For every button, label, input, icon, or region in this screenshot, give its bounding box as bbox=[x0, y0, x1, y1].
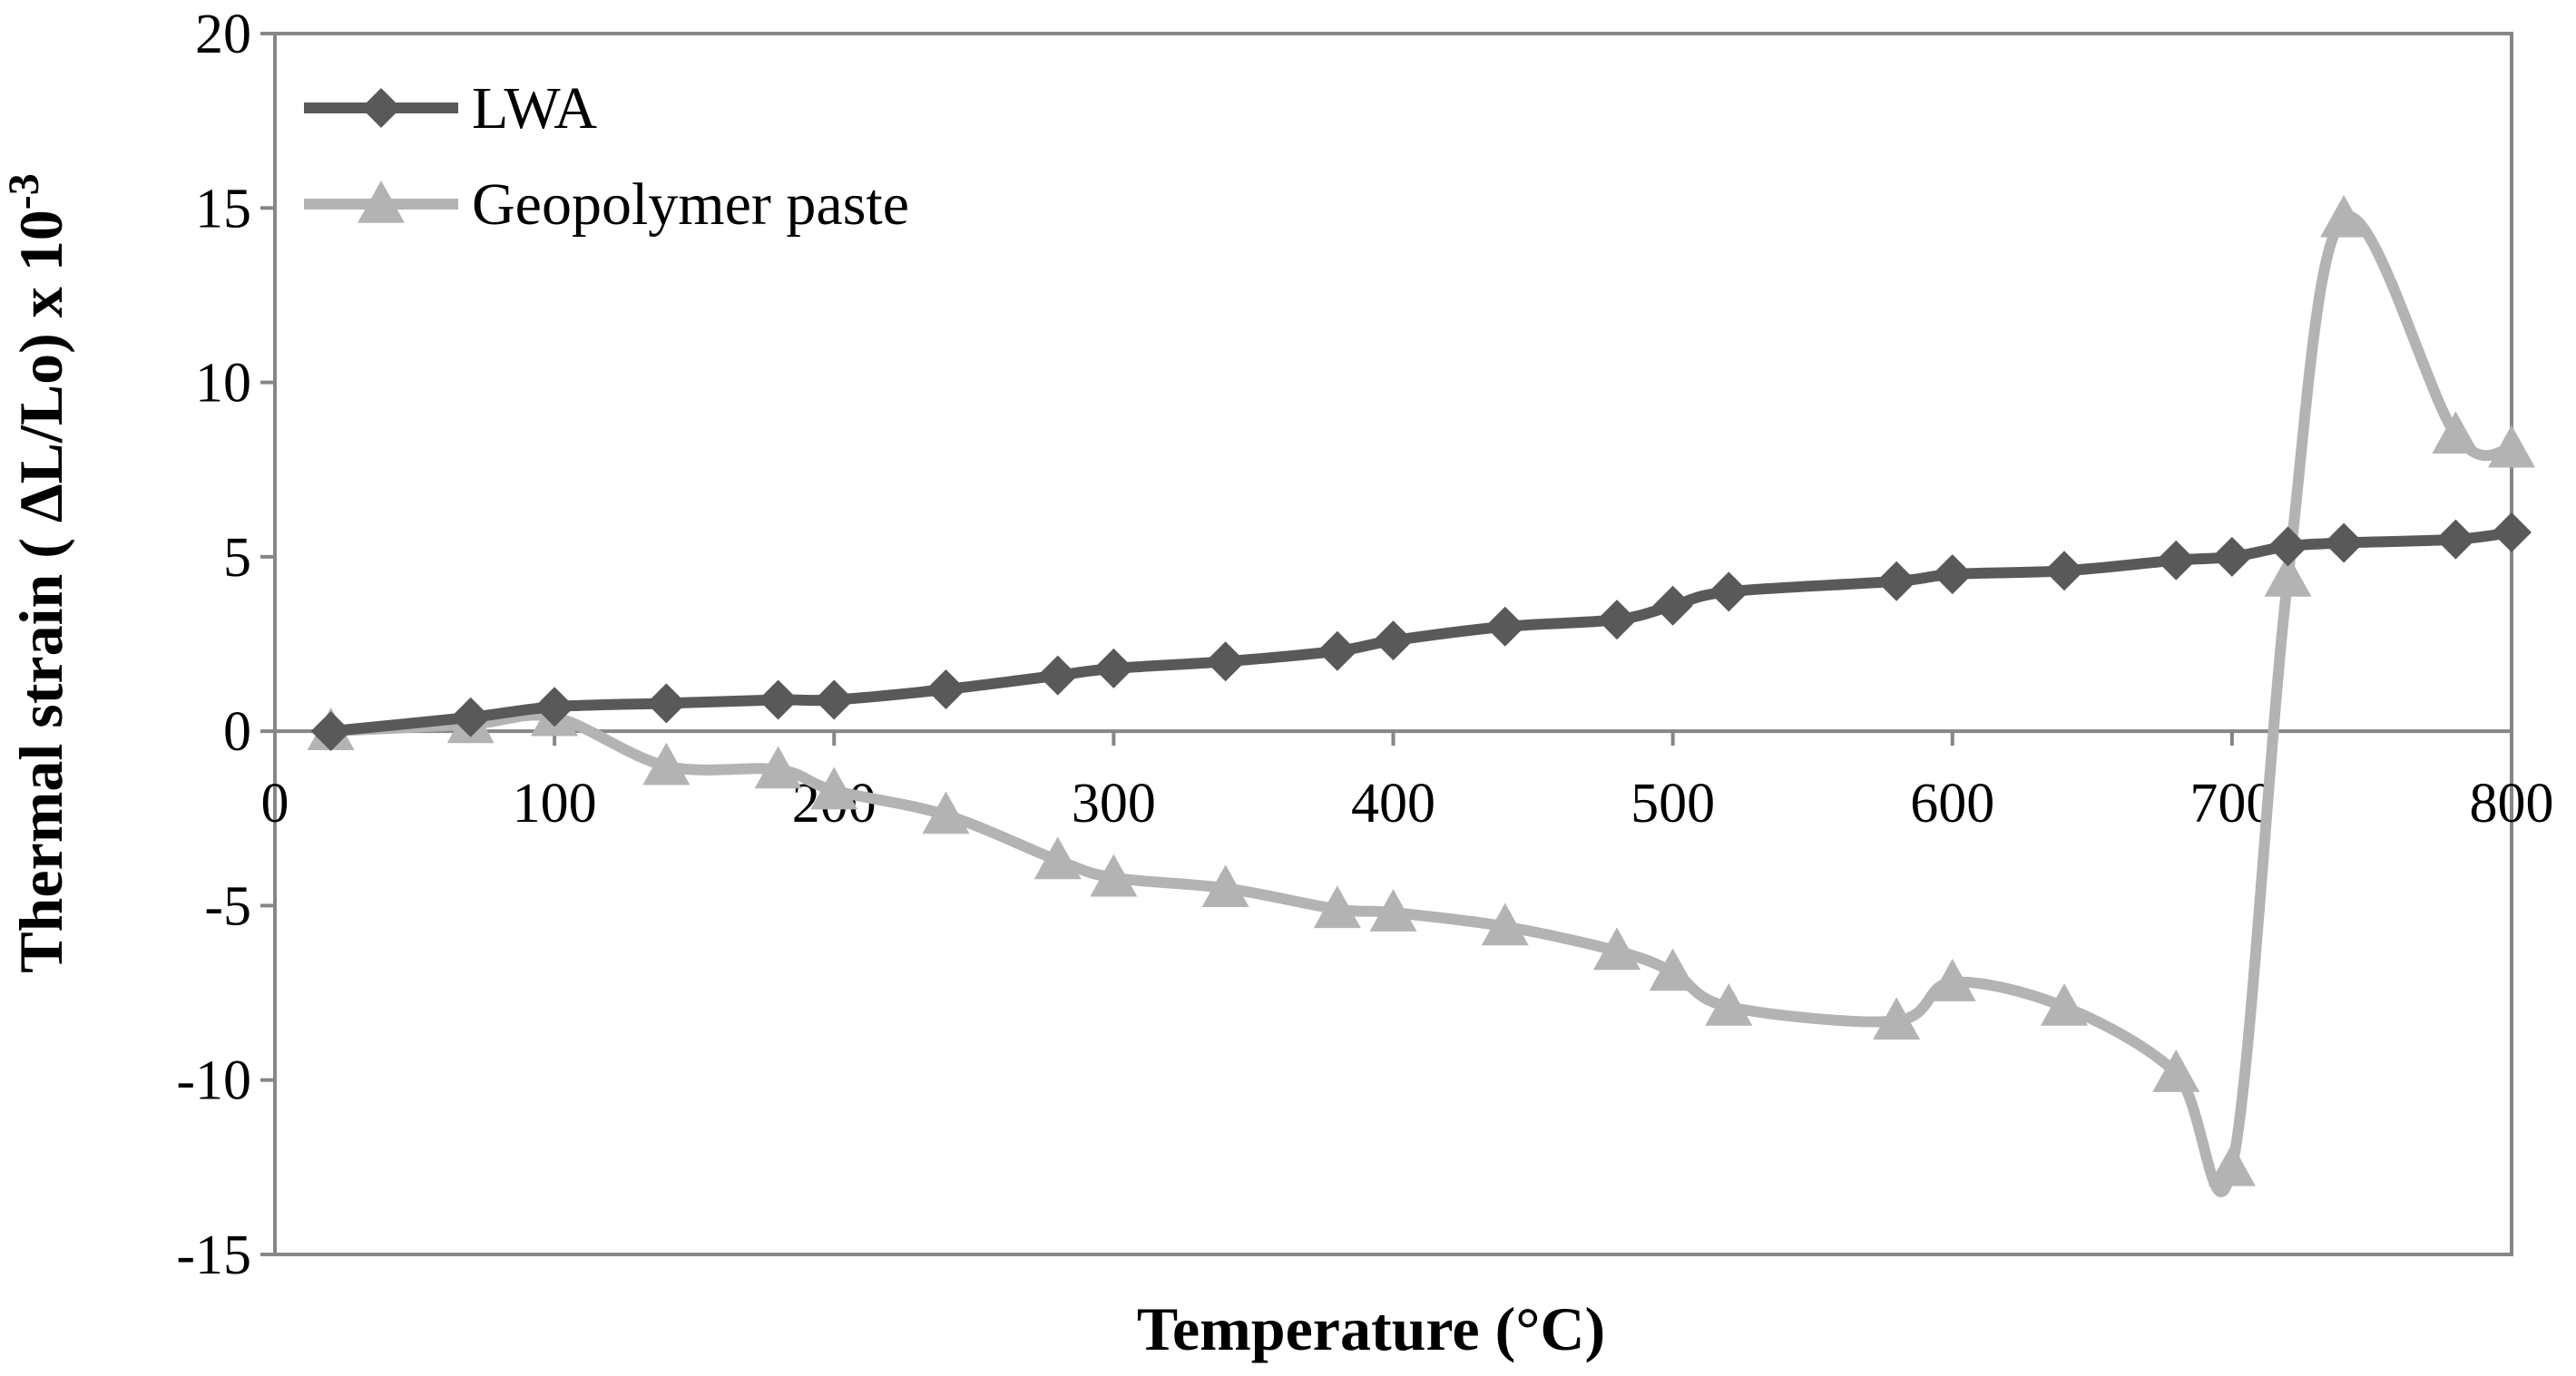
data-point-lwa bbox=[1093, 648, 1134, 688]
data-point-lwa bbox=[2435, 519, 2476, 560]
data-point-geopolymer-paste bbox=[2432, 411, 2480, 454]
legend-label: Geopolymer paste bbox=[472, 171, 909, 238]
series-geopolymer-paste bbox=[307, 194, 2535, 1197]
series-lwa bbox=[310, 512, 2532, 752]
legend-label: LWA bbox=[472, 75, 597, 142]
data-point-lwa bbox=[1484, 606, 1525, 647]
y-axis-title: Thermal strain ( ΔL/Lo) x 10-3 bbox=[0, 173, 75, 973]
series-layer bbox=[307, 194, 2535, 1197]
x-tick-label: 300 bbox=[1072, 773, 1156, 834]
series-line-lwa bbox=[325, 526, 2517, 737]
data-point-geopolymer-paste bbox=[1201, 864, 1249, 907]
data-point-lwa bbox=[2211, 536, 2252, 577]
data-point-geopolymer-paste bbox=[1090, 854, 1138, 897]
data-point-geopolymer-paste bbox=[810, 766, 858, 810]
data-point-lwa bbox=[2324, 522, 2365, 563]
legend-item-lwa: LWA bbox=[304, 75, 597, 142]
y-tick-label: -15 bbox=[176, 1225, 251, 1286]
data-point-geopolymer-paste bbox=[1369, 889, 1417, 932]
data-point-lwa bbox=[1317, 630, 1357, 671]
plot-area-border bbox=[273, 32, 2513, 1256]
data-point-lwa bbox=[1709, 571, 1749, 612]
x-tick-label: 400 bbox=[1351, 773, 1435, 834]
data-point-lwa bbox=[758, 679, 798, 720]
data-point-lwa bbox=[1597, 600, 1637, 640]
legend-swatch-marker bbox=[358, 181, 405, 223]
data-point-lwa bbox=[1932, 554, 1973, 595]
legend: LWA Geopolymer paste bbox=[304, 75, 909, 238]
data-point-lwa bbox=[646, 683, 687, 724]
x-tick-label: 100 bbox=[513, 773, 597, 834]
y-tick-label: -10 bbox=[176, 1050, 251, 1112]
y-axis-title-exponent: -3 bbox=[0, 173, 48, 210]
data-point-lwa bbox=[1037, 655, 1078, 696]
data-point-geopolymer-paste bbox=[1649, 948, 1697, 991]
data-point-lwa bbox=[534, 687, 575, 727]
data-point-lwa bbox=[2156, 540, 2197, 581]
legend-swatch-marker bbox=[361, 88, 401, 128]
data-point-lwa bbox=[2044, 551, 2084, 591]
data-point-geopolymer-paste bbox=[2488, 425, 2535, 468]
series-line-geopolymer-paste bbox=[325, 210, 2517, 1197]
y-axis-ticks: 20 15 10 5 0 -5 -10 -15 bbox=[176, 4, 275, 1286]
y-tick-label: 0 bbox=[223, 701, 251, 763]
legend-item-geopolymer-paste: Geopolymer paste bbox=[304, 171, 909, 238]
x-tick-label: 0 bbox=[261, 773, 289, 834]
data-point-lwa bbox=[310, 711, 351, 752]
x-tick-label: 700 bbox=[2189, 773, 2274, 834]
data-point-geopolymer-paste bbox=[2320, 194, 2368, 238]
data-point-geopolymer-paste bbox=[1873, 997, 1921, 1040]
data-point-geopolymer-paste bbox=[1313, 885, 1361, 929]
data-point-geopolymer-paste bbox=[1593, 927, 1641, 971]
x-axis-ticks: 0100200300400500600700800 bbox=[261, 731, 2554, 834]
x-tick-label: 500 bbox=[1631, 773, 1715, 834]
y-tick-label: 5 bbox=[223, 527, 251, 589]
y-tick-label: 15 bbox=[195, 178, 251, 239]
data-point-geopolymer-paste bbox=[922, 791, 970, 834]
x-tick-label: 800 bbox=[2470, 773, 2554, 834]
data-point-geopolymer-paste bbox=[642, 742, 691, 786]
x-axis-title: Temperature (°C) bbox=[1137, 1294, 1605, 1363]
data-point-lwa bbox=[1373, 620, 1414, 661]
data-point-geopolymer-paste bbox=[2264, 553, 2312, 597]
data-point-geopolymer-paste bbox=[1705, 982, 1753, 1026]
data-point-lwa bbox=[2267, 526, 2308, 567]
y-tick-label: 20 bbox=[195, 4, 251, 65]
data-point-lwa bbox=[1652, 585, 1693, 626]
data-point-geopolymer-paste bbox=[1481, 903, 1529, 946]
data-point-geopolymer-paste bbox=[2152, 1049, 2200, 1092]
y-tick-label: -5 bbox=[204, 875, 251, 937]
data-point-geopolymer-paste bbox=[2041, 982, 2088, 1026]
data-point-lwa bbox=[926, 668, 966, 709]
y-tick-label: 10 bbox=[195, 353, 251, 415]
y-axis-title-main: Thermal strain ( ΔL/Lo) x 10 bbox=[6, 210, 75, 973]
data-point-lwa bbox=[1205, 641, 1246, 682]
data-point-lwa bbox=[814, 679, 855, 720]
data-point-lwa bbox=[2492, 512, 2532, 552]
data-point-lwa bbox=[450, 697, 491, 737]
data-point-geopolymer-paste bbox=[1033, 836, 1082, 880]
data-point-geopolymer-paste bbox=[2208, 1143, 2256, 1186]
x-tick-label: 600 bbox=[1910, 773, 1994, 834]
data-point-geopolymer-paste bbox=[1928, 959, 1976, 1001]
data-point-geopolymer-paste bbox=[754, 746, 802, 789]
data-point-lwa bbox=[1876, 561, 1917, 601]
